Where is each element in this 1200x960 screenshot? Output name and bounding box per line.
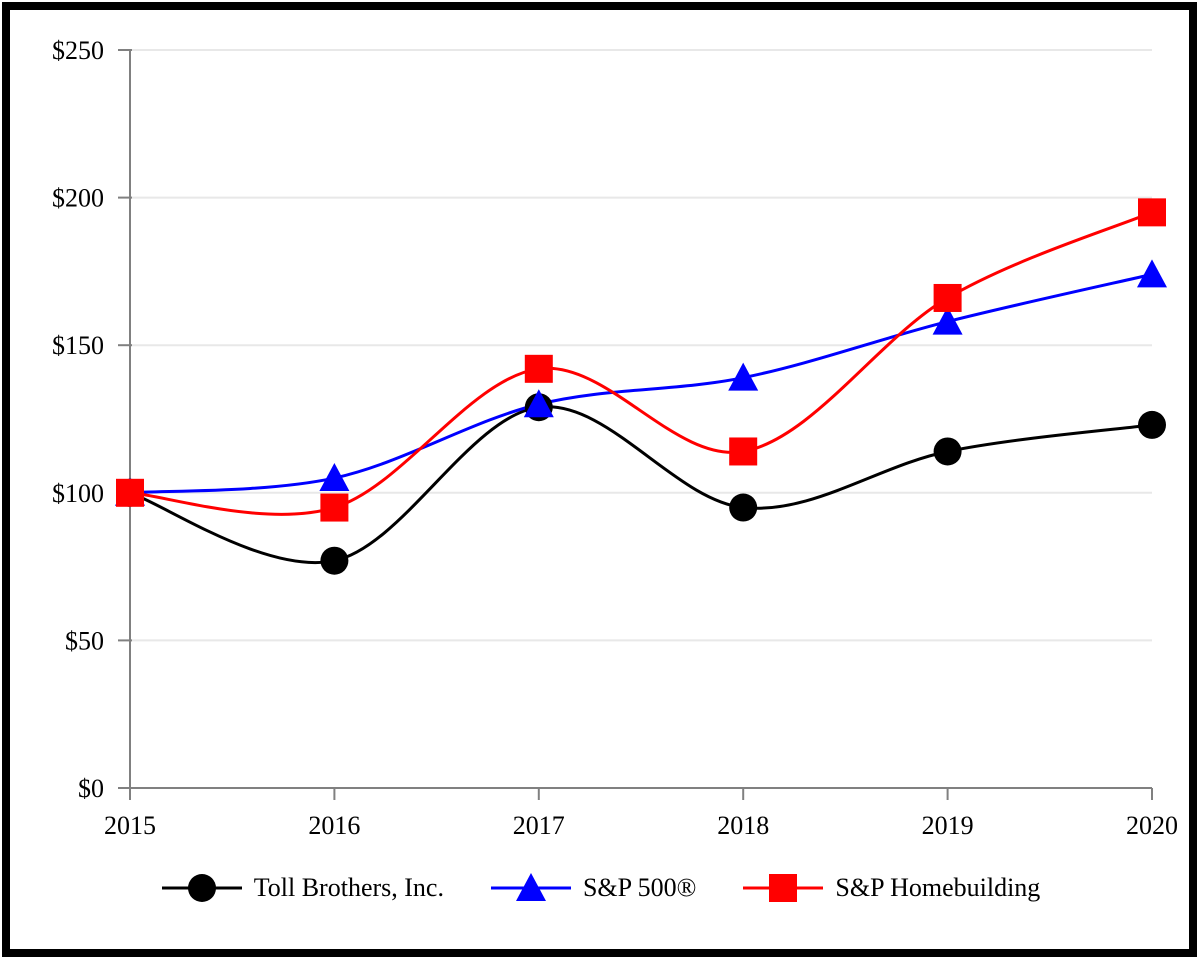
legend-item-toll-brothers-inc: Toll Brothers, Inc.: [160, 870, 444, 906]
legend-square-icon: [743, 874, 824, 902]
data-point-s-p-homebuilding-2016: [320, 493, 349, 522]
y-tick-label: $250: [52, 36, 104, 65]
y-tick-label: $200: [52, 184, 104, 213]
y-axis-tick-labels: $0 $50 $100 $150 $200 $250: [52, 36, 104, 803]
x-tick-label: 2016: [308, 811, 360, 840]
data-point-s-p-homebuilding-2017: [524, 354, 553, 383]
data-point-s-p-homebuilding-2015: [116, 478, 144, 507]
series-line-s-p-500: [129, 272, 1153, 495]
y-tick-label: $0: [78, 774, 104, 803]
axes: [118, 49, 1153, 800]
x-tick-label: 2018: [717, 811, 769, 840]
legend-item-s-p-500: S&P 500®: [489, 870, 696, 906]
data-point-s-p-homebuilding-2018: [729, 437, 758, 466]
data-point-toll-brothers-inc-2018: [729, 493, 758, 522]
x-tick-label: 2020: [1126, 811, 1178, 840]
x-axis-tick-labels: 2015 2016 2017 2018 2019 2020: [104, 811, 1178, 840]
y-tick-label: $100: [52, 479, 104, 508]
data-point-s-p-500-2020: [1137, 259, 1167, 288]
data-point-toll-brothers-inc-2019: [933, 437, 962, 466]
gridlines: [130, 49, 1152, 642]
x-tick-label: 2015: [104, 811, 156, 840]
data-point-s-p-500-2019: [932, 306, 963, 335]
series-markers: [115, 198, 1167, 575]
x-tick-label: 2017: [513, 811, 565, 840]
data-point-s-p-homebuilding-2020: [1138, 198, 1166, 227]
chart-legend: Toll Brothers, Inc. S&P 500® S&P Homebuild…: [0, 860, 1200, 916]
data-point-s-p-500-2017: [523, 389, 554, 418]
data-point-toll-brothers-inc-2020: [1138, 410, 1166, 439]
data-point-s-p-homebuilding-2019: [933, 283, 962, 312]
x-tick-label: 2019: [922, 811, 974, 840]
legend-marker-triangle: [515, 873, 546, 901]
data-point-s-p-500-2018: [728, 362, 759, 391]
legend-circle-icon: [161, 874, 242, 902]
legend-item-s-p-homebuilding: S&P Homebuilding: [741, 870, 1040, 906]
y-tick-label: $50: [65, 626, 104, 655]
series-line-toll-brothers-inc: [129, 405, 1153, 564]
series-line-s-p-homebuilding: [129, 210, 1153, 516]
legend-label-s-p-homebuilding: S&P Homebuilding: [835, 873, 1041, 902]
data-point-s-p-500-2016: [319, 463, 350, 492]
legend-triangle-icon: [490, 873, 571, 901]
legend-marker-square: [769, 874, 798, 902]
legend-marker-circle: [187, 874, 216, 902]
legend-label-s-p-500: S&P 500®: [582, 873, 697, 902]
series-lines: [129, 210, 1153, 564]
data-point-toll-brothers-inc-2016: [320, 546, 349, 575]
y-tick-label: $150: [52, 331, 104, 360]
legend-label-toll-brothers-inc: Toll Brothers, Inc.: [253, 873, 444, 902]
